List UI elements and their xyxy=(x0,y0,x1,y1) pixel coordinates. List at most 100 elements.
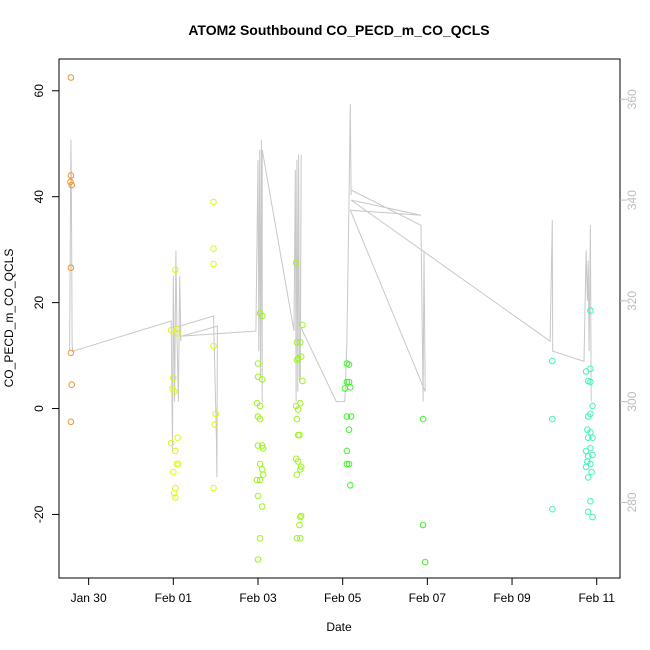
data-point xyxy=(345,426,353,434)
data-point xyxy=(259,471,267,479)
y-tick-label: 40 xyxy=(32,190,46,204)
data-point xyxy=(254,360,262,367)
data-point xyxy=(584,474,592,481)
data-point xyxy=(67,178,74,186)
data-point xyxy=(297,513,304,521)
data-point xyxy=(293,471,301,479)
data-point xyxy=(172,266,179,274)
data-point xyxy=(170,468,177,476)
right-y-axis: 280 300 320 340 360 xyxy=(620,89,639,512)
y2-tick-label: 300 xyxy=(625,391,639,411)
data-point xyxy=(256,535,264,542)
data-point xyxy=(173,460,180,468)
data-point xyxy=(256,460,264,468)
data-point xyxy=(299,321,306,329)
data-point xyxy=(296,431,303,439)
data-point xyxy=(345,361,353,368)
data-point xyxy=(210,342,217,350)
x-axis-label: Date xyxy=(326,620,352,634)
data-point xyxy=(67,172,75,179)
data-point xyxy=(170,490,178,497)
data-point xyxy=(259,445,267,452)
data-point xyxy=(297,399,304,407)
data-point xyxy=(589,513,596,521)
data-point xyxy=(253,399,261,407)
data-point xyxy=(297,339,304,346)
x-tick-label: Feb 01 xyxy=(155,591,193,605)
data-point xyxy=(347,384,354,391)
data-point xyxy=(341,385,349,392)
data-point xyxy=(299,377,306,385)
data-point xyxy=(174,434,181,442)
data-point xyxy=(67,74,75,81)
data-point xyxy=(584,413,592,420)
data-point xyxy=(343,460,351,468)
data-point xyxy=(258,376,266,383)
data-point xyxy=(256,476,264,484)
data-point xyxy=(210,245,217,252)
data-point xyxy=(582,447,590,455)
x-axis: Jan 30 Feb 01 Feb 03 Feb 05 Feb 07 Feb 09 Feb … xyxy=(71,578,615,605)
data-point xyxy=(587,378,594,386)
data-point xyxy=(343,413,351,420)
data-point xyxy=(347,482,354,489)
data-point xyxy=(293,356,301,364)
data-point xyxy=(296,521,303,529)
x-tick-label: Feb 03 xyxy=(239,591,277,605)
data-point xyxy=(67,349,75,357)
data-point xyxy=(212,410,219,418)
data-point xyxy=(297,535,304,542)
data-point xyxy=(549,357,556,365)
data-point xyxy=(68,181,75,189)
data-point xyxy=(297,353,305,360)
data-point xyxy=(170,388,178,395)
gray-line-series xyxy=(69,104,592,478)
data-point xyxy=(294,458,302,465)
data-point xyxy=(419,415,427,423)
data-point xyxy=(293,415,301,423)
data-point xyxy=(210,484,217,492)
data-point xyxy=(293,339,301,346)
y-axis-label: CO_PECD_m_CO_QCLS xyxy=(2,249,16,388)
y2-tick-label: 360 xyxy=(625,89,639,109)
point-layer xyxy=(67,74,596,566)
data-point xyxy=(254,556,262,563)
data-point xyxy=(254,492,262,500)
data-point xyxy=(584,434,592,442)
data-point xyxy=(172,494,179,501)
data-point xyxy=(254,442,262,449)
data-point xyxy=(258,503,266,510)
data-point xyxy=(167,439,175,447)
data-point xyxy=(67,418,75,426)
data-point xyxy=(258,466,266,473)
y2-tick-label: 320 xyxy=(625,291,639,311)
data-point xyxy=(292,259,300,267)
x-tick-label: Feb 07 xyxy=(409,591,447,605)
data-point xyxy=(549,505,556,513)
data-point xyxy=(587,365,594,373)
data-point xyxy=(253,476,261,484)
data-point xyxy=(172,484,179,492)
y-axis: -20 0 20 40 60 xyxy=(32,84,59,523)
data-point xyxy=(67,264,75,272)
data-point xyxy=(256,415,264,423)
data-point xyxy=(258,312,266,320)
data-point xyxy=(345,460,353,468)
x-tick-label: Feb 11 xyxy=(578,591,615,605)
data-point xyxy=(419,521,427,529)
chart-title: ATOM2 Southbound CO_PECD_m_CO_QCLS xyxy=(188,22,489,38)
data-point xyxy=(589,434,596,442)
x-tick-label: Feb 09 xyxy=(493,591,531,605)
data-point xyxy=(297,463,305,471)
line-layer xyxy=(69,104,592,478)
plot-frame xyxy=(58,58,621,579)
data-point xyxy=(169,385,176,392)
y-tick-label: 0 xyxy=(32,405,46,412)
y2-tick-label: 280 xyxy=(625,492,639,512)
y-tick-label: 20 xyxy=(32,296,46,310)
data-point xyxy=(210,198,217,206)
y-tick-label: -20 xyxy=(32,505,46,523)
data-point xyxy=(294,406,302,413)
y2-tick-label: 340 xyxy=(625,190,639,210)
